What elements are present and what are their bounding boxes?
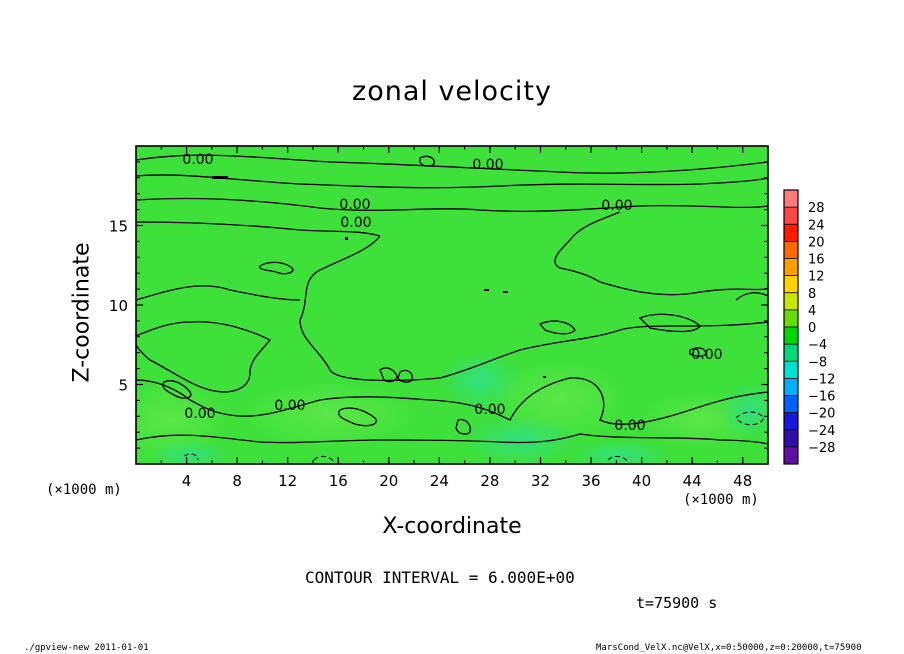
contour-line [299, 235, 768, 382]
contour-line [136, 197, 768, 212]
contour-line [162, 380, 192, 399]
contour-interval-text: CONTOUR INTERVAL = 6.000E+00 [305, 568, 575, 587]
x-tick-label: 16 [329, 472, 348, 490]
colorbar-label: −20 [808, 407, 835, 422]
footer-left: ./gpview-new 2011-01-01 [24, 643, 149, 653]
y-tick-label: 15 [109, 218, 128, 236]
x-tick-label: 36 [581, 472, 600, 490]
contour-line [259, 261, 294, 275]
colorbar-label: 8 [808, 287, 816, 302]
contour-line [455, 418, 471, 435]
contour-label: 0.00 [601, 198, 632, 214]
colorbar-swatch [784, 190, 798, 208]
colorbar-swatch [784, 224, 798, 242]
colorbar-swatch [784, 395, 798, 414]
colorbar-label: −16 [808, 390, 835, 405]
contour-label: 0.00 [340, 215, 371, 231]
colorbar-swatch [784, 412, 798, 431]
colorbar-label: 4 [808, 304, 816, 319]
x-tick-label: 20 [379, 472, 398, 490]
colorbar: 28 24 20 16 12 8 4 0 −4 −8 −12 −16 −20 −24 −28 [783, 189, 835, 465]
colorbar-label: 20 [808, 235, 825, 250]
x-tick-label: 44 [683, 472, 702, 490]
colorbar-swatch [784, 258, 798, 277]
contour-label: 0.00 [182, 152, 213, 168]
contour-labels: 0.00 0.00 0.00 0.00 0.00 0.00 0.00 0.00 0.00 0.00 [182, 152, 722, 434]
colorbar-label: 0 [808, 321, 816, 336]
y-axis-label: Z-coordinate [69, 242, 95, 383]
y-tick-label: 5 [118, 377, 128, 395]
contour-line [136, 221, 381, 237]
colorbar-label: 12 [808, 270, 825, 285]
contour-dashed [183, 411, 765, 463]
colorbar-label: 16 [808, 253, 825, 268]
y-ticks: 5 10 15 [109, 161, 768, 449]
x-unit-label: (×1000 m) [683, 492, 759, 508]
contour-line [689, 347, 707, 357]
colorbar-label: 28 [808, 201, 825, 216]
time-label: t=75900 s [636, 594, 718, 612]
x-tick-label: 40 [632, 472, 651, 490]
contour-line [183, 453, 199, 461]
contour-line [735, 411, 765, 426]
colorbar-swatch [784, 275, 798, 294]
x-ticks: 4 8 12 16 20 24 28 32 36 40 44 48 [160, 146, 752, 490]
colorbar-label: −8 [808, 355, 827, 370]
colorbar-swatch [784, 361, 798, 379]
contour-label: 0.00 [474, 402, 505, 418]
colorbar-swatch [784, 446, 798, 465]
colorbar-swatch [784, 292, 798, 311]
colorbar-swatch [784, 429, 798, 448]
contour-line [136, 321, 272, 393]
contour-line [136, 377, 768, 425]
x-tick-label: 28 [480, 472, 499, 490]
colorbar-label: −4 [808, 338, 827, 353]
colorbar-swatch [784, 344, 798, 362]
x-tick-label: 4 [182, 472, 192, 490]
colorbar-swatch [784, 207, 798, 225]
colorbar-swatch [784, 378, 798, 396]
y-unit-label: (×1000 m) [46, 482, 122, 498]
x-tick-label: 12 [278, 472, 297, 490]
colorbar-label: −28 [808, 441, 835, 456]
contour-line [554, 211, 768, 296]
x-tick-label: 32 [531, 472, 550, 490]
contour-label: 0.00 [691, 347, 722, 363]
contour-line [379, 367, 398, 383]
colorbar-swatch [784, 327, 798, 345]
contour-line [338, 407, 377, 427]
contour-line [136, 433, 768, 445]
contour-label: 0.00 [472, 157, 503, 173]
x-axis-label: X-coordinate [382, 514, 522, 539]
footer-right: MarsCond_VelX.nc@VelX,x=0:50000,z=0:2000… [596, 643, 862, 653]
contour-line [397, 369, 413, 383]
colorbar-label: −12 [808, 372, 835, 387]
contour-label: 0.00 [614, 418, 645, 434]
contour-line [638, 313, 701, 333]
contour-line [136, 154, 768, 174]
x-tick-label: 48 [733, 472, 752, 490]
x-tick-label: 8 [232, 472, 242, 490]
contour-label: 0.00 [339, 197, 370, 213]
chart-title: zonal velocity [352, 76, 552, 107]
x-tick-label: 24 [430, 472, 449, 490]
contour-label: 0.00 [184, 406, 215, 422]
y-tick-label: 10 [109, 297, 128, 315]
contour-line [735, 292, 768, 301]
contour-line [136, 285, 301, 301]
contour-specks [212, 176, 546, 378]
colorbar-swatch [784, 241, 798, 259]
contour-line [607, 455, 629, 463]
contour-line [136, 174, 768, 189]
colorbar-swatch [784, 309, 798, 328]
colorbar-label: −24 [808, 424, 835, 439]
contour-lines [136, 154, 768, 445]
contour-line [538, 320, 576, 335]
contour-line [313, 455, 335, 463]
contour-label: 0.00 [274, 398, 305, 414]
colorbar-label: 24 [808, 218, 825, 233]
contour-line [419, 155, 435, 167]
